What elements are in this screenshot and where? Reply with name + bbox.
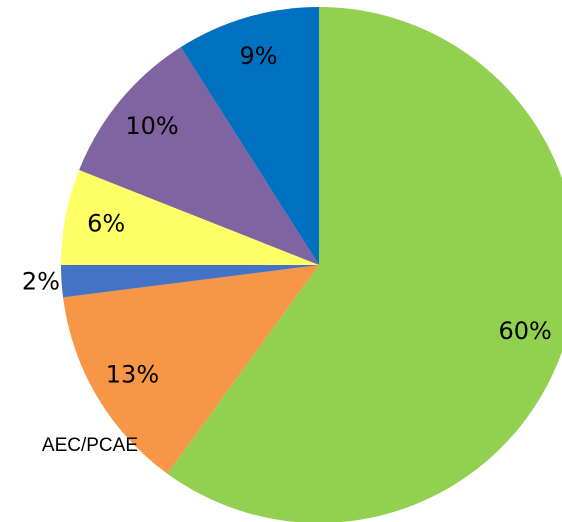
pie-slice [180, 7, 319, 265]
data-label: 6% [87, 209, 125, 237]
data-label: 10% [125, 112, 178, 140]
data-label: 2% [22, 267, 60, 295]
pie-slice [63, 265, 319, 474]
pie-slice [79, 47, 319, 266]
pie-slice [167, 7, 562, 522]
data-label: 13% [106, 360, 159, 388]
annotation: AEC/PCAE [42, 435, 138, 456]
data-label: 60% [498, 317, 551, 345]
pie-slice [61, 265, 319, 298]
data-label: 9% [239, 42, 277, 70]
pie-slice [61, 170, 319, 265]
